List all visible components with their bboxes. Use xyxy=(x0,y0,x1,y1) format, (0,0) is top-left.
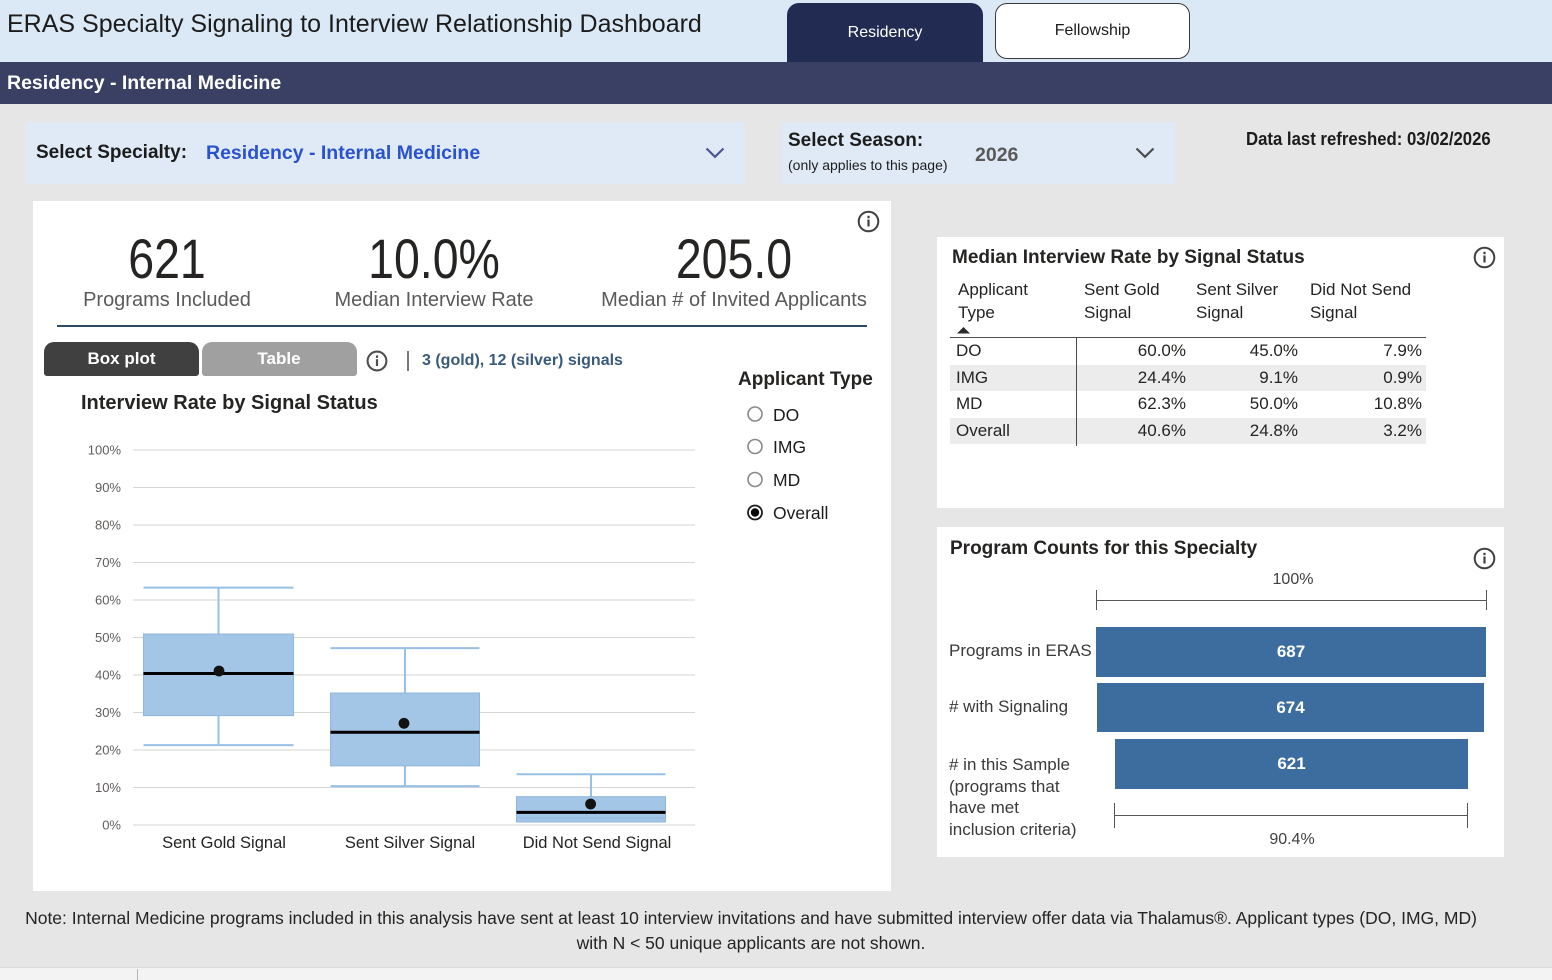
svg-text:90%: 90% xyxy=(95,480,121,495)
svg-text:Sent Silver Signal: Sent Silver Signal xyxy=(345,834,475,852)
svg-text:10%: 10% xyxy=(95,780,121,795)
svg-text:100%: 100% xyxy=(88,443,122,458)
svg-text:60%: 60% xyxy=(95,593,121,608)
svg-text:70%: 70% xyxy=(95,555,121,570)
svg-text:50%: 50% xyxy=(95,630,121,645)
svg-text:20%: 20% xyxy=(95,743,121,758)
svg-text:0%: 0% xyxy=(102,818,121,833)
svg-text:Did Not Send Signal: Did Not Send Signal xyxy=(523,834,672,852)
svg-text:40%: 40% xyxy=(95,668,121,683)
svg-text:30%: 30% xyxy=(95,705,121,720)
svg-text:80%: 80% xyxy=(95,518,121,533)
svg-text:Sent Gold Signal: Sent Gold Signal xyxy=(162,834,286,852)
